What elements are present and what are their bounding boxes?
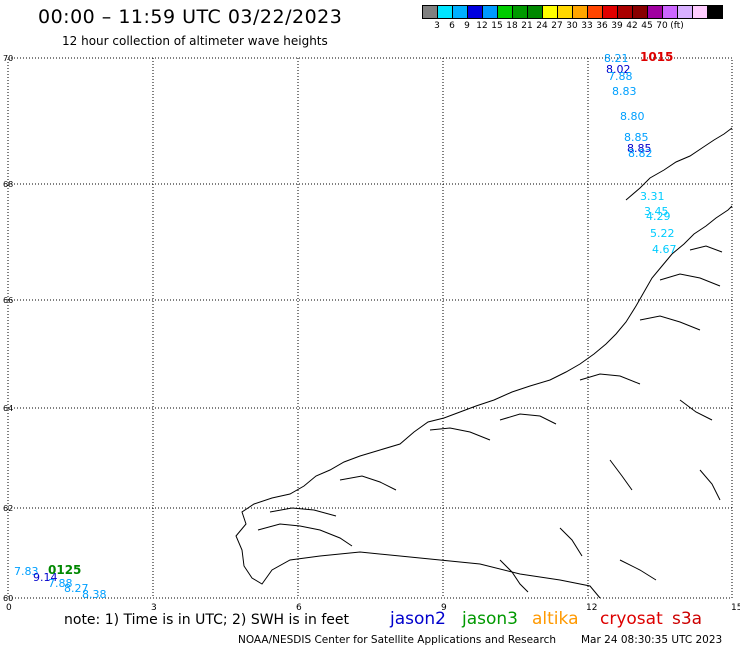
colorbar-tick-label: 42	[626, 21, 638, 31]
colorbar-tick-label: 39	[611, 21, 623, 31]
colorbar-tick-label: 15	[491, 21, 503, 31]
wave-height-label: 8.21	[604, 52, 629, 65]
x-tick-label: 3	[151, 603, 157, 613]
colorbar-tick-label: 18	[506, 21, 518, 31]
satellite-legend-jason2: jason2	[390, 609, 446, 629]
wave-height-label: 7.83	[14, 565, 39, 578]
credit-line: NOAA/NESDIS Center for Satellite Applica…	[238, 634, 556, 646]
x-tick-label: 9	[441, 603, 447, 613]
wave-height-label: 8.83	[612, 85, 637, 98]
fjord-3	[339, 475, 397, 491]
colorbar-tick-label: 36	[596, 21, 608, 31]
wave-height-label: 8.80	[620, 110, 645, 123]
wave-height-label: 8.82	[628, 147, 653, 160]
x-tick-label: 6	[296, 603, 302, 613]
satellite-legend-jason3: jason3	[462, 609, 518, 629]
map-subtitle: 12 hour collection of altimeter wave hei…	[62, 34, 328, 48]
fjord-7	[639, 315, 701, 331]
coastline-main	[235, 205, 733, 599]
colorbar-tick-label: 3	[434, 21, 440, 31]
satellite-legend-s3a: s3a	[672, 609, 703, 629]
x-tick-label: 15	[731, 603, 740, 613]
coastline-north	[625, 127, 733, 201]
wave-height-colorbar	[422, 5, 723, 19]
wave-height-label: 8.27	[64, 582, 89, 595]
fjord-1	[257, 523, 353, 547]
wave-height-label: 8.85	[627, 142, 652, 155]
fjord-9	[689, 245, 723, 253]
inland-lake-4	[679, 399, 713, 421]
wave-height-label: 9.14	[33, 571, 58, 584]
fjord-6	[579, 373, 641, 385]
y-tick-label: 62	[3, 504, 13, 513]
y-tick-label: 70	[3, 54, 13, 63]
y-tick-label: 68	[3, 180, 13, 189]
fjord-5	[499, 413, 557, 425]
fjord-8	[659, 273, 721, 287]
colorbar-tick-label: 6	[449, 21, 455, 31]
inland-lake-3	[609, 459, 633, 491]
colorbar-tick-label: 30	[566, 21, 578, 31]
wave-height-label: 8.85	[624, 131, 649, 144]
colorbar-tick-label: 27	[551, 21, 563, 31]
wave-height-label: 7.88	[608, 70, 633, 83]
pass-time-label: 0125	[48, 563, 82, 577]
x-tick-label: 0	[6, 603, 12, 613]
colorbar-tick-label: (ft)	[670, 21, 684, 31]
pass-time-label: 1015	[640, 50, 674, 64]
wave-height-label: 3.31	[640, 190, 665, 203]
y-tick-label: 64	[3, 404, 13, 413]
y-tick-label: 66	[3, 296, 13, 305]
satellite-legend-cryosat: cryosat	[600, 609, 663, 629]
satellite-legend-altika: altika	[532, 609, 579, 629]
map-grid	[8, 58, 732, 598]
wave-height-label: 8.38	[82, 588, 107, 601]
wave-height-label: 5.22	[650, 227, 675, 240]
inland-lake-6	[699, 469, 721, 501]
y-tick-label: 60	[3, 594, 13, 603]
map-frame	[7, 57, 733, 599]
colorbar-tick-label: 21	[521, 21, 533, 31]
wave-height-label: 4.29	[646, 210, 671, 223]
colorbar-tick-label: 33	[581, 21, 593, 31]
x-tick-label: 12	[586, 603, 597, 613]
inland-lake-1	[499, 559, 529, 593]
fjord-4	[429, 427, 491, 441]
wave-height-label: 4.67	[652, 243, 677, 256]
footer-note: note: 1) Time is in UTC; 2) SWH is in fe…	[64, 612, 350, 628]
map-title: 00:00 – 11:59 UTC 03/22/2023	[38, 6, 343, 28]
wave-height-label: 3.45	[644, 205, 669, 218]
colorbar-tick-label: 12	[476, 21, 488, 31]
wave-height-label: 7.88	[48, 577, 73, 590]
inland-lake-2	[559, 527, 583, 557]
inland-lake-5	[619, 559, 657, 581]
colorbar-tick-label: 9	[464, 21, 470, 31]
colorbar-tick-label: 70	[656, 21, 668, 31]
generation-timestamp: Mar 24 08:30:35 UTC 2023	[581, 634, 723, 646]
wave-height-label: 8.02	[606, 63, 631, 76]
fjord-2	[269, 507, 337, 517]
colorbar-tick-label: 24	[536, 21, 548, 31]
colorbar-tick-label: 45	[641, 21, 653, 31]
colorbar-swatch-19	[707, 5, 723, 19]
coastline	[235, 127, 733, 599]
